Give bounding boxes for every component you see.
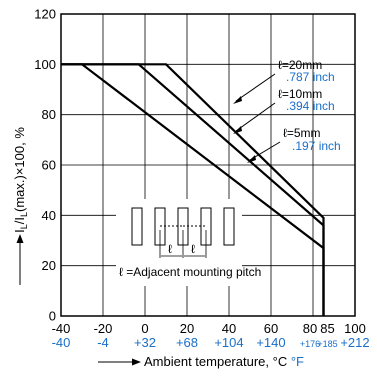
inset-pitch-symbol-1: ℓ — [168, 242, 172, 256]
series-line-3 — [61, 63, 325, 316]
x-tick-label-f: -40 — [52, 335, 71, 350]
x-tick-label-c: 60 — [264, 321, 278, 336]
ylabel-sub-2: L — [19, 212, 29, 217]
legend-annotations: ℓ=20mm .787 inch ℓ=10mm .394 inch ℓ=5mm … — [233, 58, 341, 163]
y-axis-label-arrowhead — [16, 234, 24, 243]
x-tick-label-c: 40 — [222, 321, 236, 336]
x-tick-label-f: +68 — [176, 335, 198, 350]
y-tick-label: 80 — [42, 107, 56, 122]
xlabel-text: Ambient temperature, °C — [144, 354, 287, 369]
plot-frame — [60, 13, 356, 317]
x-tick-label-f: +212 — [340, 335, 369, 350]
ylabel-part-3: (max.)×100, % — [12, 127, 27, 212]
legend-10mm-inch: .394 inch — [286, 99, 335, 113]
legend-20mm-arrow — [235, 73, 276, 102]
x-tick-label-c: 20 — [180, 321, 194, 336]
y-tick-label: 0 — [49, 309, 56, 324]
ylabel-part-1: I — [12, 229, 27, 233]
tick-labels: 020406080100120-40-40-20-40+3220+6840+10… — [34, 7, 369, 351]
x-tick-label-c: 100 — [344, 321, 366, 336]
legend-20mm-inch: .787 inch — [286, 70, 335, 84]
x-axis-label: Ambient temperature, °C °F — [144, 354, 304, 369]
legend-5mm-arrowhead — [247, 155, 256, 163]
y-tick-label: 20 — [42, 258, 56, 273]
inset-component-1 — [131, 207, 143, 246]
y-tick-label: 60 — [42, 158, 56, 173]
legend-10mm-arrowhead — [233, 126, 242, 134]
y-tick-label: 100 — [34, 57, 56, 72]
mounting-pitch-inset: ℓ ℓ ℓ =Adjacent mounting pitch — [116, 199, 261, 286]
series-lines — [61, 63, 325, 316]
x-axis-label-arrowhead — [132, 358, 141, 366]
x-tick-label-c: 80 — [303, 321, 317, 336]
ylabel-sub-1: L — [19, 224, 29, 229]
y-tick-label: 120 — [34, 7, 56, 22]
x-tick-label-c: -20 — [94, 321, 113, 336]
x-tick-label-f: +176 — [300, 339, 320, 349]
x-tick-label-f: +185 — [317, 339, 337, 349]
inset-caption: ℓ =Adjacent mounting pitch — [119, 265, 261, 279]
legend-10mm-arrow — [235, 102, 276, 132]
inset-pitch-symbol-2: ℓ — [191, 242, 195, 256]
y-axis-label: IL/IL(max.)×100, % — [12, 127, 29, 233]
x-tick-label-c: -40 — [52, 321, 71, 336]
x-tick-label-c: 85 — [320, 321, 334, 336]
legend-5mm-label: ℓ=5mm — [283, 126, 321, 140]
legend-20mm-arrowhead — [233, 96, 242, 104]
x-tick-label-f: -4 — [97, 335, 109, 350]
xlabel-unit-f: °F — [291, 354, 304, 369]
svg-text:IL/IL(max.)×100, %: IL/IL(max.)×100, % — [12, 127, 29, 233]
ylabel-part-2: /I — [12, 217, 27, 224]
legend-5mm-inch: .197 inch — [292, 139, 341, 153]
legend-20mm-label: ℓ=20mm — [278, 58, 322, 72]
x-tick-label-c: 0 — [141, 321, 148, 336]
inset-component-5 — [223, 207, 235, 246]
x-tick-label-f: +140 — [256, 335, 285, 350]
y-tick-label: 40 — [42, 208, 56, 223]
x-tick-label-f: +32 — [134, 335, 156, 350]
x-tick-label-f: +104 — [214, 335, 243, 350]
legend-10mm-label: ℓ=10mm — [278, 87, 322, 101]
